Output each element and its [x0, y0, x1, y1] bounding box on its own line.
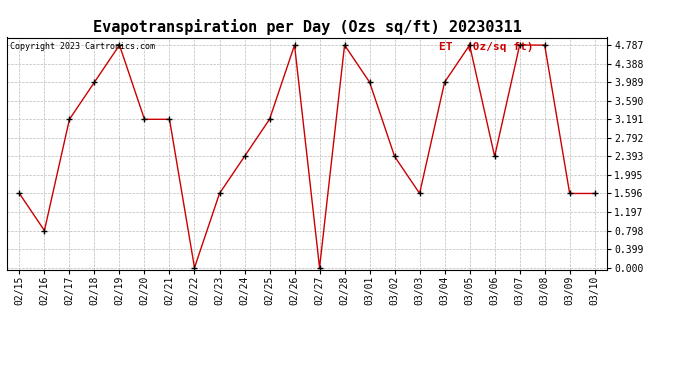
Text: ET  (0z/sq ft): ET (0z/sq ft) — [439, 42, 533, 52]
Text: Copyright 2023 Cartronics.com: Copyright 2023 Cartronics.com — [10, 42, 155, 51]
Title: Evapotranspiration per Day (Ozs sq/ft) 20230311: Evapotranspiration per Day (Ozs sq/ft) 2… — [92, 19, 522, 35]
